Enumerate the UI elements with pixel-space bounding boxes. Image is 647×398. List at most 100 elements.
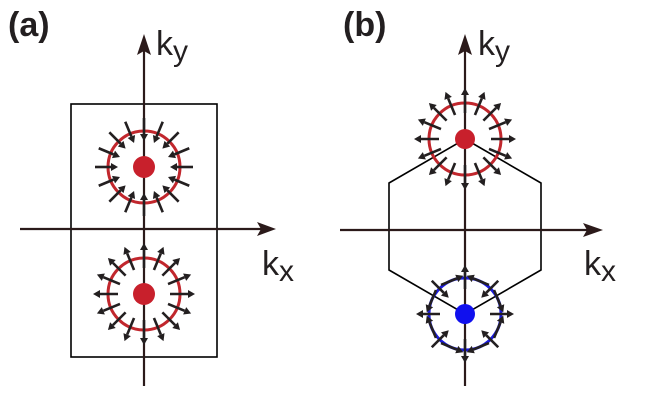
panel-b-lower-arrow-9-shaft xyxy=(428,289,438,307)
panel-b-lower-arrow-6-head xyxy=(440,330,449,339)
panel-a-lower-arrows xyxy=(93,243,195,345)
panel-b-upper-arrow-5-head xyxy=(444,178,452,187)
panel-b-upper-arrow-2-shaft xyxy=(482,156,498,172)
panel-b-lower-arrow-0-head xyxy=(507,310,514,318)
panel-a-upper-arrow-14-head xyxy=(162,140,171,149)
panel-b-upper-arrow-2-head xyxy=(493,167,502,176)
panel-b-lower-arrow-15-head xyxy=(496,304,505,313)
panel-a-lower-arrow-4-head xyxy=(140,338,148,345)
panel-a-ky-arrowhead xyxy=(137,34,151,55)
panel-a-upper-arrow-3-shaft xyxy=(155,196,164,213)
panel-b-lower-arrow-2-shaft xyxy=(485,334,500,349)
panel-a-lower-arrow-7-shaft xyxy=(102,302,121,313)
panel-a-lower-arrow-0-head xyxy=(188,290,195,298)
panel-a-lower-arrow-14-head xyxy=(172,257,181,266)
panel-a-upper-arrow-5-shaft xyxy=(124,196,133,213)
panel-b-upper-arrow-9-head xyxy=(417,118,426,126)
panel-a-upper-arrow-12-head xyxy=(140,134,148,141)
panel-a-lower-node xyxy=(93,243,195,345)
panel-a-lower-arrow-13-head xyxy=(157,246,165,255)
panel-a-lower-arrow-3-shaft xyxy=(152,317,163,336)
panel-b-upper-dot xyxy=(455,129,475,149)
panel-b-lower-arrow-2-head xyxy=(481,330,490,339)
panel-b-upper-arrow-10-head xyxy=(428,102,437,111)
panel-a-upper-arrow-13-shaft xyxy=(155,121,164,138)
panel-b-upper-arrow-11-shaft xyxy=(446,97,457,116)
panel-a-lower-arrow-2-head xyxy=(172,322,181,331)
panel-a-lower-arrow-10-head xyxy=(107,257,116,266)
panel-a-lower-arrow-5-head xyxy=(123,333,131,342)
panel-b-upper-arrow-12-head xyxy=(461,88,469,95)
panel-b-lower-arrow-4-head xyxy=(461,356,469,363)
panel-b-lower-arrow-13-shaft xyxy=(472,277,490,287)
panel-a-upper-arrow-2-head xyxy=(162,185,171,194)
panel-a-lower-dot xyxy=(133,283,155,305)
panel-b-lower-dot xyxy=(455,304,475,324)
panel-b-lower-arrow-14-shaft xyxy=(485,279,500,294)
panel-b-lower-arrow-10-shaft xyxy=(430,279,445,294)
panel-a-upper-arrow-11-shaft xyxy=(124,121,133,138)
panel-b-upper-arrow-14-shaft xyxy=(482,106,498,122)
panel-b-lower-arrow-3-head xyxy=(466,345,475,354)
panel-b-ky-label: ky xyxy=(478,25,510,68)
panel-b-lower-arrow-3-shaft xyxy=(472,341,490,351)
panel-a-upper-arrow-4-head xyxy=(140,193,148,200)
panel-b-kx-label: kx xyxy=(584,245,616,288)
panel-b-upper-arrow-6-shaft xyxy=(432,156,448,172)
panel-a-upper-arrow-3-head xyxy=(152,191,161,200)
panel-a-upper-node xyxy=(95,118,193,216)
panel-a-upper-arrow-5-head xyxy=(127,191,136,200)
panel-a-ky-label: ky xyxy=(156,25,188,68)
panel-a-upper-arrow-6-shaft xyxy=(108,189,122,203)
panel-b-upper-arrow-4-head xyxy=(461,183,469,190)
panel-b-lower-arrow-9-head xyxy=(425,304,434,313)
panel-b-upper-arrow-1-shaft xyxy=(488,147,507,158)
panel-a-upper-dot xyxy=(133,156,155,178)
panel-a-upper-arrow-13-head xyxy=(152,134,161,143)
panel-a-upper-arrow-10-shaft xyxy=(108,131,122,145)
panel-a-upper-arrow-0-head xyxy=(170,163,177,171)
panel-a-upper-arrow-8-head xyxy=(111,163,118,171)
panel-b-lower-arrow-7-head xyxy=(425,315,434,324)
panel-a-lower-arrow-9-shaft xyxy=(102,275,121,286)
panel-a-upper-arrow-7-head xyxy=(111,175,120,184)
panel-a-lower-arrow-15-head xyxy=(183,273,192,281)
panel-b-upper-node xyxy=(414,88,516,190)
panel-b-lower-arrow-7-shaft xyxy=(428,321,438,339)
panel-a-lower-arrow-11-head xyxy=(123,246,131,255)
panel-a-lower-arrow-1-head xyxy=(183,307,192,315)
panel-b-upper-arrow-15-shaft xyxy=(488,120,507,131)
panel-b-upper-arrow-15-head xyxy=(504,118,513,126)
panel-b-lower-arrow-5-head xyxy=(455,345,464,354)
panel-a-lower-arrow-10-shaft xyxy=(111,261,127,277)
panel-b-upper-arrow-10-shaft xyxy=(432,106,448,122)
panel-b-upper-arrow-14-head xyxy=(493,102,502,111)
panel-b-lower-arrow-11-head xyxy=(455,274,464,283)
panel-a-lower-arrow-13-shaft xyxy=(152,252,163,271)
panel-a-label: (a) xyxy=(8,6,50,44)
panel-b-upper-arrow-9-shaft xyxy=(423,120,442,131)
panel-a-upper-arrow-1-head xyxy=(168,175,177,184)
panel-b-upper-arrow-0-head xyxy=(509,135,516,143)
panel-b-lower-arrow-15-shaft xyxy=(492,289,502,307)
panel-a-upper-arrow-9-shaft xyxy=(98,147,115,156)
panel-b-upper-arrow-6-head xyxy=(428,167,437,176)
panel-a-upper-arrow-2-shaft xyxy=(166,189,180,203)
panel-b-lower-arrow-12-head xyxy=(461,265,469,272)
panel-b-lower-arrow-1-head xyxy=(496,315,505,324)
panel-b-upper-arrow-8-head xyxy=(414,135,421,143)
panel-a: (a) ky kx xyxy=(8,6,294,386)
panel-b-lower-arrow-1-shaft xyxy=(492,321,502,339)
panel-b-upper-arrow-5-shaft xyxy=(446,162,457,181)
panel-a-upper-arrow-10-head xyxy=(117,140,126,149)
panel-b-upper-arrow-11-head xyxy=(444,91,452,100)
panel-a-lower-arrow-8-head xyxy=(93,290,100,298)
panel-a-upper-arrow-15-shaft xyxy=(173,147,190,156)
panel-b-ky-arrowhead xyxy=(458,34,472,55)
panel-a-upper-arrow-1-shaft xyxy=(173,178,190,187)
panel-a-lower-arrow-3-head xyxy=(157,333,165,342)
panel-a-lower-arrow-15-shaft xyxy=(167,275,186,286)
panel-a-lower-arrow-11-shaft xyxy=(125,252,136,271)
panel-b-upper-arrow-7-head xyxy=(417,152,426,160)
